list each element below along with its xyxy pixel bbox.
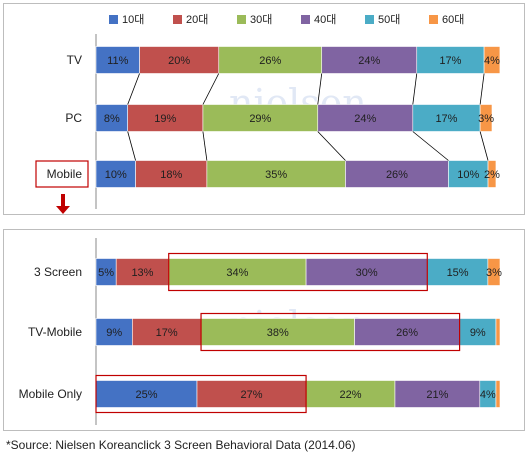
data-label: 3% [486, 267, 502, 279]
data-label: 29% [249, 113, 271, 125]
bar-segment-tv-3 [321, 46, 418, 74]
legend-swatch-60 [429, 15, 438, 24]
source-note: *Source: Nielsen Koreanclick 3 Screen Be… [6, 438, 356, 452]
data-label: 8% [104, 113, 120, 125]
bottom-chart: nielsen3 Screen5%13%34%30%15%3%TV-Mobile… [19, 238, 502, 425]
bar-segment-tv-mobile-0 [95, 318, 133, 346]
bar-segment-pc-0 [95, 104, 128, 132]
category-label-tv-mobile: TV-Mobile [28, 325, 82, 339]
category-label-pc: PC [65, 111, 82, 125]
data-label: 3% [478, 113, 494, 125]
bar-segment-tv-mobile-2 [200, 318, 355, 346]
legend-swatch-30 [237, 15, 246, 24]
data-label: 25% [135, 389, 157, 401]
connector-line [317, 73, 323, 105]
legend-swatch-50 [365, 15, 374, 24]
bar-segment-tv-2 [218, 46, 323, 74]
data-label: 2% [484, 169, 500, 181]
data-label: 24% [354, 113, 376, 125]
bar-segment-tv-1 [139, 46, 220, 74]
bar-segment-tv-5 [483, 46, 501, 74]
data-label: 18% [160, 169, 182, 181]
data-label: 11% [107, 55, 128, 67]
category-label-mobile-only: Mobile Only [19, 387, 82, 401]
connector-line [127, 131, 136, 161]
data-label: 9% [106, 327, 122, 339]
connector-line [479, 131, 489, 161]
bar-segment-mobile-5 [487, 160, 497, 188]
legend-label: 40대 [314, 13, 336, 26]
connector-line [317, 131, 346, 161]
bar-segment-mobile-4 [448, 160, 489, 188]
bar-segment-3-screen-5 [487, 258, 501, 286]
data-label: 10% [105, 169, 127, 181]
category-label-3-screen: 3 Screen [34, 265, 82, 279]
legend-swatch-40 [301, 15, 310, 24]
highlight-box-tv-mobile [200, 312, 461, 352]
data-label: 17% [156, 327, 178, 339]
data-label: 19% [154, 113, 176, 125]
top-chart-panel: nielsen 10대 20대 30대 40대 50대 60대 TV 11% 20% 26% 24% 1… [3, 3, 525, 215]
bar-segment-mobile-only-1 [196, 380, 307, 408]
data-label: 35% [265, 169, 287, 181]
category-label-tv: TV [67, 53, 82, 67]
bar-segment-tv-mobile-1 [132, 318, 202, 346]
data-label: 17% [439, 55, 461, 67]
bar-segment-tv-mobile-3 [354, 318, 460, 346]
data-label: 15% [447, 267, 469, 279]
data-label: 34% [226, 267, 248, 279]
connector-line [202, 73, 220, 105]
bar-segment-3-screen-1 [115, 258, 170, 286]
legend-label: 60대 [442, 13, 464, 26]
connector-line [412, 73, 418, 105]
data-label: 38% [267, 327, 289, 339]
data-label: 24% [358, 55, 380, 67]
data-label: 13% [131, 267, 153, 279]
legend-label: 30대 [250, 13, 272, 26]
bar-segment-3-screen-4 [426, 258, 489, 286]
data-label: 20% [168, 55, 190, 67]
bar-segment-mobile-only-5 [495, 380, 501, 408]
connector-line [412, 131, 449, 161]
data-label: 26% [396, 327, 418, 339]
data-label: 30% [356, 267, 378, 279]
data-label: 26% [386, 169, 408, 181]
data-label: 21% [426, 389, 448, 401]
bar-segment-pc-5 [479, 104, 493, 132]
data-label: 9% [470, 327, 486, 339]
highlight-box-mobile-only [95, 374, 307, 414]
legend-swatch-10 [109, 15, 118, 24]
data-label: 22% [340, 389, 362, 401]
data-label: 10% [457, 169, 479, 181]
bar-segment-mobile-only-3 [394, 380, 481, 408]
bar-segment-mobile-3 [345, 160, 449, 188]
bar-segment-mobile-1 [135, 160, 208, 188]
highlight-box-3-screen [168, 252, 428, 292]
data-label: 4% [480, 389, 496, 401]
data-label: 26% [259, 55, 281, 67]
data-label: 5% [98, 267, 114, 279]
legend-label: 50대 [378, 13, 400, 26]
bar-segment-pc-3 [317, 104, 414, 132]
legend-label: 20대 [186, 13, 208, 26]
data-label: 4% [484, 55, 500, 67]
category-highlight-box [35, 160, 89, 188]
category-label-mobile: Mobile [47, 167, 83, 181]
connector-line [202, 131, 208, 161]
bar-segment-mobile-0 [95, 160, 136, 188]
bar-segment-tv-4 [416, 46, 485, 74]
data-label: 17% [435, 113, 457, 125]
bar-segment-mobile-only-2 [305, 380, 396, 408]
connector-line [127, 73, 140, 105]
legend-label: 10대 [122, 13, 144, 26]
legend-swatch-20 [173, 15, 182, 24]
bar-segment-3-screen-3 [305, 258, 428, 286]
bar-segment-tv-0 [95, 46, 140, 74]
bottom-chart-panel: nielsen3 Screen5%13%34%30%15%3%TV-Mobile… [3, 229, 525, 431]
bar-segment-tv-mobile-5 [495, 318, 501, 346]
connector-line [479, 73, 485, 105]
data-label: 27% [241, 389, 263, 401]
